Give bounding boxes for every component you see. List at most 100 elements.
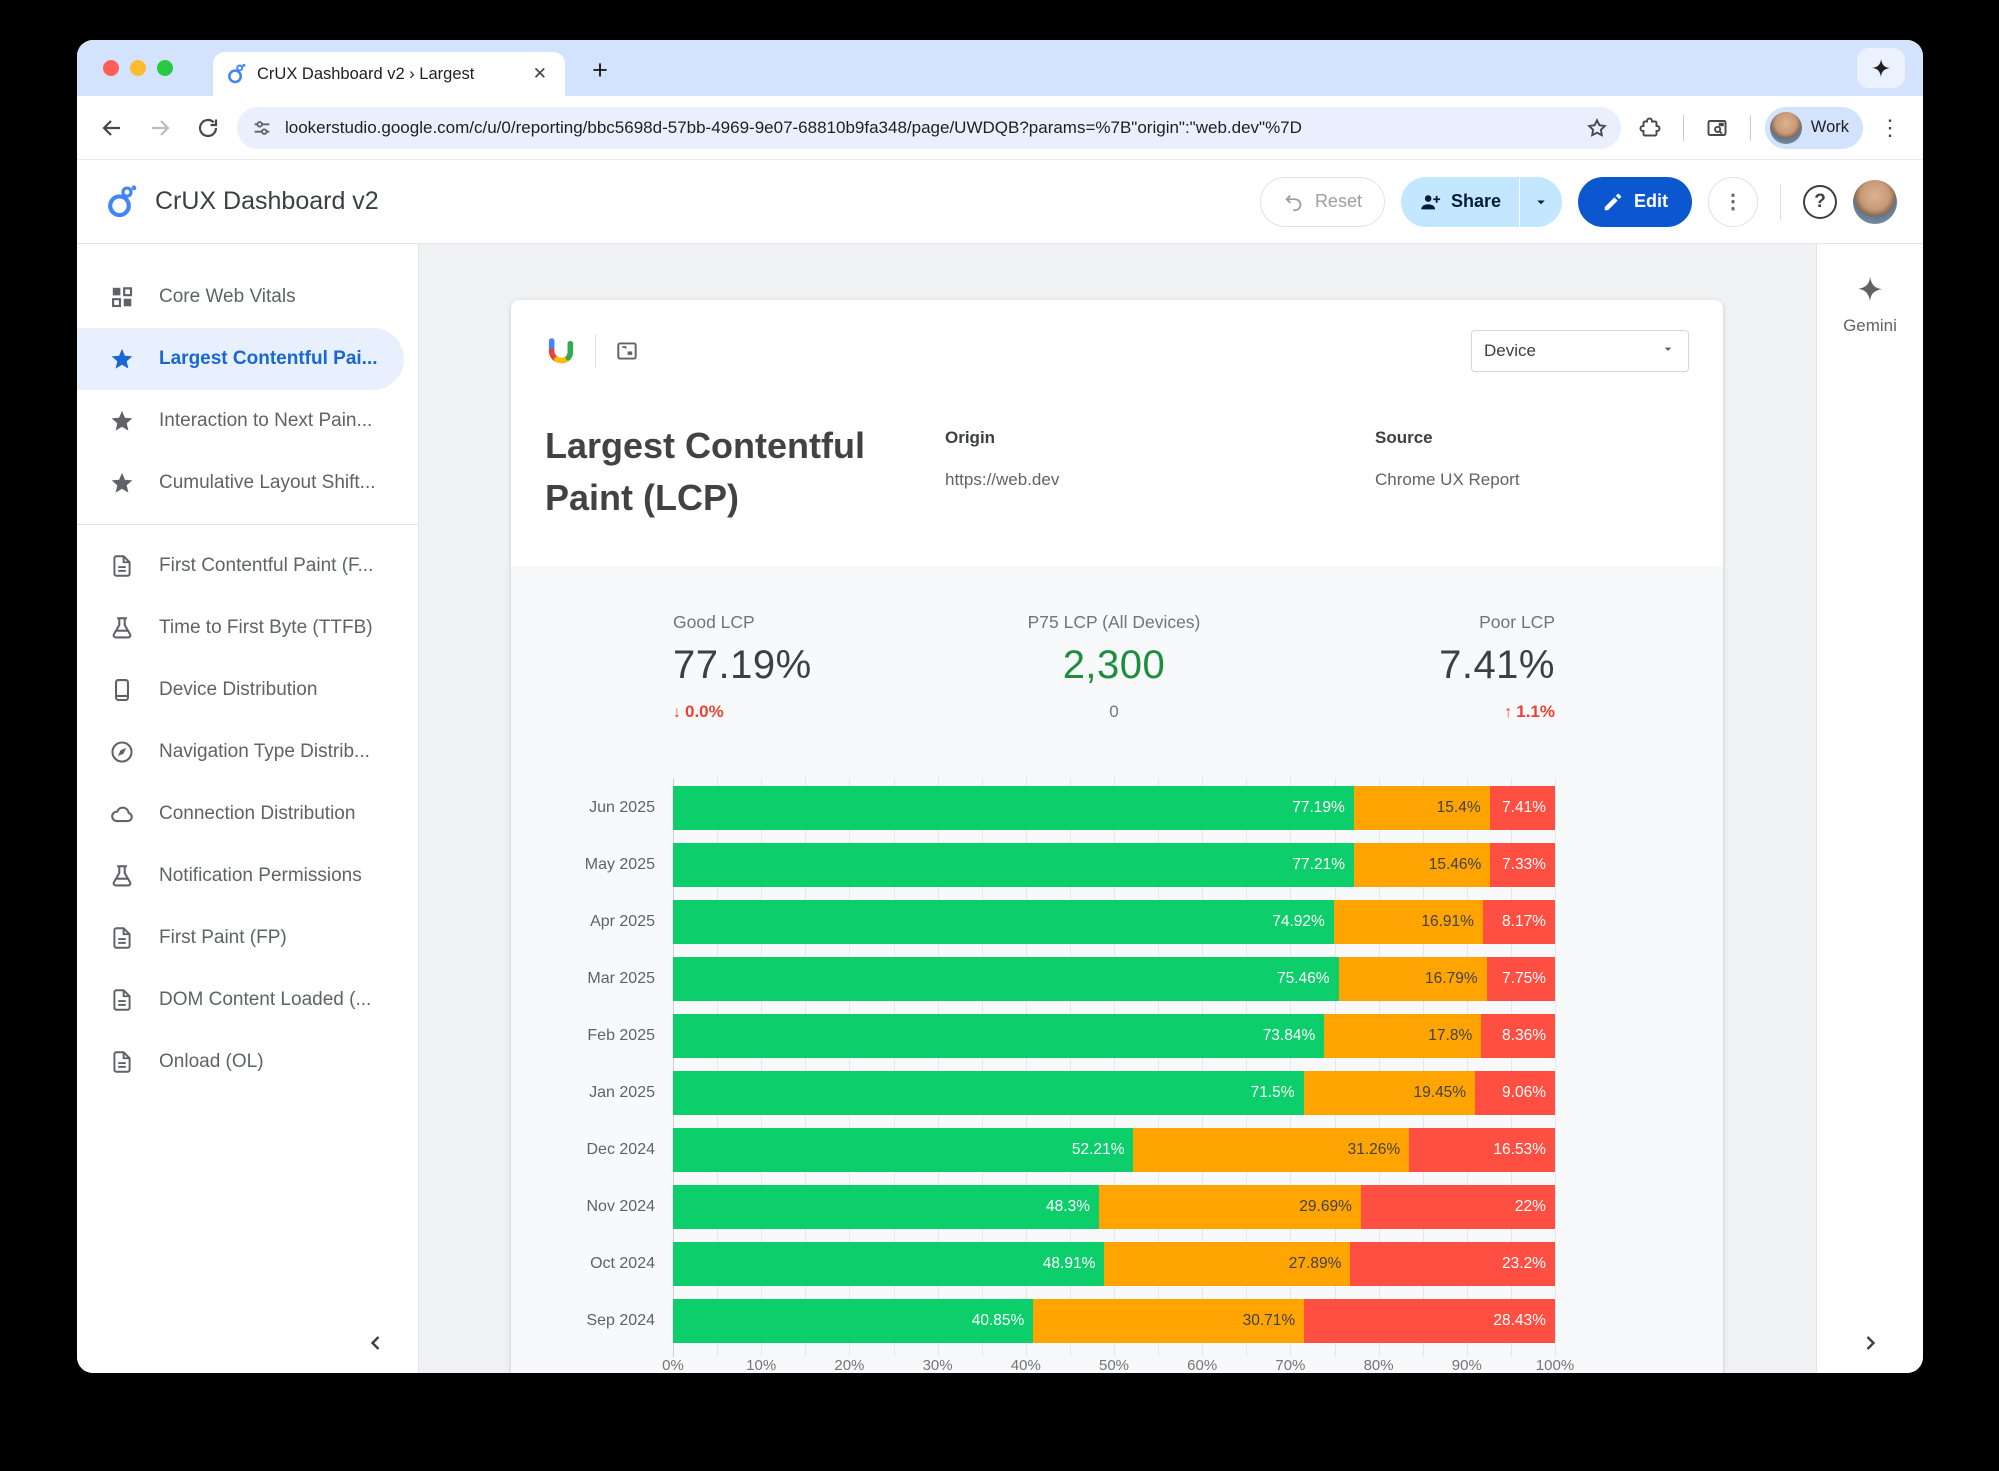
stacked-bar: 52.21% 31.26% 16.53% (673, 1128, 1555, 1173)
sidebar-item-cumulative-layout-shift[interactable]: Cumulative Layout Shift... (77, 452, 418, 514)
bar-segment-poor[interactable]: 28.43% (1304, 1299, 1555, 1344)
browser-menu-button[interactable]: ⋮ (1879, 114, 1901, 140)
bar-segment-good[interactable]: 77.21% (673, 843, 1354, 888)
sidebar-item-label: Navigation Type Distrib... (159, 741, 370, 762)
bar-segment-poor[interactable]: 22% (1360, 1185, 1555, 1230)
forward-button[interactable] (141, 109, 179, 147)
chart-row-label: Mar 2025 (587, 970, 655, 988)
share-dropdown-button[interactable] (1520, 177, 1562, 227)
bar-segment-needs_improvement[interactable]: 31.26% (1133, 1128, 1410, 1173)
reload-button[interactable] (189, 109, 227, 147)
bar-segment-value: 8.36% (1502, 1027, 1546, 1045)
sidebar-item-onload-ol[interactable]: Onload (OL) (77, 1031, 418, 1093)
screen-frame-icon[interactable] (614, 338, 640, 364)
back-button[interactable] (93, 109, 131, 147)
bar-segment-value: 15.4% (1436, 799, 1481, 817)
extensions-button[interactable] (1631, 109, 1669, 147)
sidebar-item-first-contentful-paint-f[interactable]: First Contentful Paint (F... (77, 535, 418, 597)
x-axis-tick: 20% (834, 1357, 865, 1373)
bar-segment-value: 30.71% (1242, 1312, 1296, 1330)
origin-label: Origin (945, 428, 996, 447)
close-window-button[interactable] (103, 60, 119, 76)
tab-close-icon[interactable]: ✕ (532, 64, 547, 83)
profile-chip[interactable]: Work (1764, 106, 1863, 149)
bar-segment-value: 9.06% (1502, 1084, 1546, 1102)
bar-segment-good[interactable]: 48.3% (673, 1185, 1099, 1230)
bar-segment-value: 23.2% (1502, 1255, 1546, 1273)
sidebar-item-connection-distribution[interactable]: Connection Distribution (77, 783, 418, 845)
sidebar-item-device-distribution[interactable]: Device Distribution (77, 659, 418, 721)
help-button[interactable]: ? (1803, 184, 1837, 219)
sidebar-item-time-to-first-byte-ttfb[interactable]: Time to First Byte (TTFB) (77, 597, 418, 659)
card-header-divider (595, 334, 596, 368)
report-menu-button[interactable]: ⋮ (1708, 176, 1758, 227)
device-filter-select[interactable]: Device (1471, 330, 1689, 372)
zoom-window-button[interactable] (157, 60, 173, 76)
bar-segment-good[interactable]: 74.92% (673, 900, 1334, 945)
side-panel-button[interactable] (1698, 109, 1736, 147)
bar-segment-needs_improvement[interactable]: 16.91% (1333, 900, 1483, 945)
gemini-button[interactable]: Gemini (1817, 274, 1923, 336)
sidebar-item-navigation-type-distrib[interactable]: Navigation Type Distrib... (77, 721, 418, 783)
minimize-window-button[interactable] (130, 60, 146, 76)
bar-segment-good[interactable]: 77.19% (673, 786, 1354, 831)
bar-segment-good[interactable]: 71.5% (673, 1071, 1304, 1116)
edit-button[interactable]: Edit (1578, 176, 1692, 227)
good-lcp-delta: ↓ 0.0% (673, 702, 724, 722)
share-button[interactable]: Share (1401, 177, 1519, 227)
bar-segment-needs_improvement[interactable]: 17.8% (1324, 1014, 1482, 1059)
bar-segment-poor[interactable]: 16.53% (1409, 1128, 1555, 1173)
bar-segment-good[interactable]: 48.91% (673, 1242, 1105, 1287)
bar-segment-needs_improvement[interactable]: 16.79% (1338, 957, 1487, 1002)
bar-segment-good[interactable]: 73.84% (673, 1014, 1325, 1059)
sidebar-item-first-paint-fp[interactable]: First Paint (FP) (77, 907, 418, 969)
bar-segment-value: 16.91% (1421, 913, 1474, 931)
site-info-icon[interactable] (251, 117, 273, 139)
bar-segment-needs_improvement[interactable]: 29.69% (1099, 1185, 1361, 1230)
chart-x-axis: 0% 10% 20% 30% 40% 50% 60% 70% 80% 90% 100% (662, 1357, 1574, 1373)
bar-segment-poor[interactable]: 8.17% (1482, 900, 1555, 945)
sidebar-item-core-web-vitals[interactable]: Core Web Vitals (77, 266, 418, 328)
sidebar-item-largest-contentful-pai[interactable]: Largest Contentful Pai... (77, 328, 404, 390)
sidebar-collapse-button[interactable] (356, 1323, 396, 1363)
stacked-bar: 77.19% 15.4% 7.41% (673, 786, 1555, 831)
report-sidebar: Core Web Vitals Largest Contentful Pai...… (77, 244, 419, 1373)
sidebar-item-label: Device Distribution (159, 679, 318, 700)
tab-sparkle-button[interactable] (1857, 48, 1905, 88)
bookmark-star-icon[interactable] (1579, 110, 1615, 146)
bar-segment-value: 48.91% (1042, 1255, 1096, 1273)
url-bar[interactable]: lookerstudio.google.com/c/u/0/reporting/… (237, 106, 1621, 149)
bar-segment-poor[interactable]: 9.06% (1475, 1071, 1555, 1116)
bar-segment-needs_improvement[interactable]: 19.45% (1303, 1071, 1476, 1116)
bar-segment-good[interactable]: 40.85% (673, 1299, 1034, 1344)
bar-segment-good[interactable]: 75.46% (673, 957, 1339, 1002)
bar-segment-poor[interactable]: 7.75% (1486, 957, 1555, 1002)
bar-segment-needs_improvement[interactable]: 27.89% (1104, 1242, 1351, 1287)
sidebar-item-dom-content-loaded[interactable]: DOM Content Loaded (... (77, 969, 418, 1031)
chart-row-label: Jan 2025 (589, 1084, 655, 1102)
arrow-down-icon: ↓ (673, 704, 681, 722)
card-header: Device Largest Contentful Paint (LCP) Or… (511, 300, 1723, 566)
bar-segment-poor[interactable]: 23.2% (1350, 1242, 1555, 1287)
bar-segment-needs_improvement[interactable]: 30.71% (1033, 1299, 1305, 1344)
bar-segment-good[interactable]: 52.21% (673, 1128, 1134, 1173)
bar-segment-needs_improvement[interactable]: 15.46% (1353, 843, 1491, 888)
browser-tab[interactable]: CrUX Dashboard v2 › Largest ✕ (213, 52, 565, 96)
chart-row-label: May 2025 (584, 856, 655, 874)
crux-color-logo-icon (548, 338, 574, 364)
url-text[interactable]: lookerstudio.google.com/c/u/0/reporting/… (285, 117, 1302, 137)
reset-button[interactable]: Reset (1259, 176, 1385, 227)
sidebar-item-label: DOM Content Loaded (... (159, 989, 372, 1010)
account-avatar[interactable] (1853, 179, 1897, 224)
bar-segment-poor[interactable]: 7.41% (1489, 786, 1555, 831)
bar-segment-poor[interactable]: 8.36% (1481, 1014, 1555, 1059)
sidebar-item-interaction-to-next-pain[interactable]: Interaction to Next Pain... (77, 390, 418, 452)
person-add-icon (1421, 194, 1441, 209)
bar-segment-needs_improvement[interactable]: 15.4% (1353, 786, 1490, 831)
panel-expand-button[interactable] (1850, 1323, 1890, 1363)
bar-segment-poor[interactable]: 7.33% (1490, 843, 1555, 888)
new-tab-button[interactable]: + (592, 54, 608, 85)
x-axis-tick: 60% (1187, 1357, 1218, 1373)
sidebar-item-notification-permissions[interactable]: Notification Permissions (77, 845, 418, 907)
sidebar-item-label: Onload (OL) (159, 1051, 264, 1072)
